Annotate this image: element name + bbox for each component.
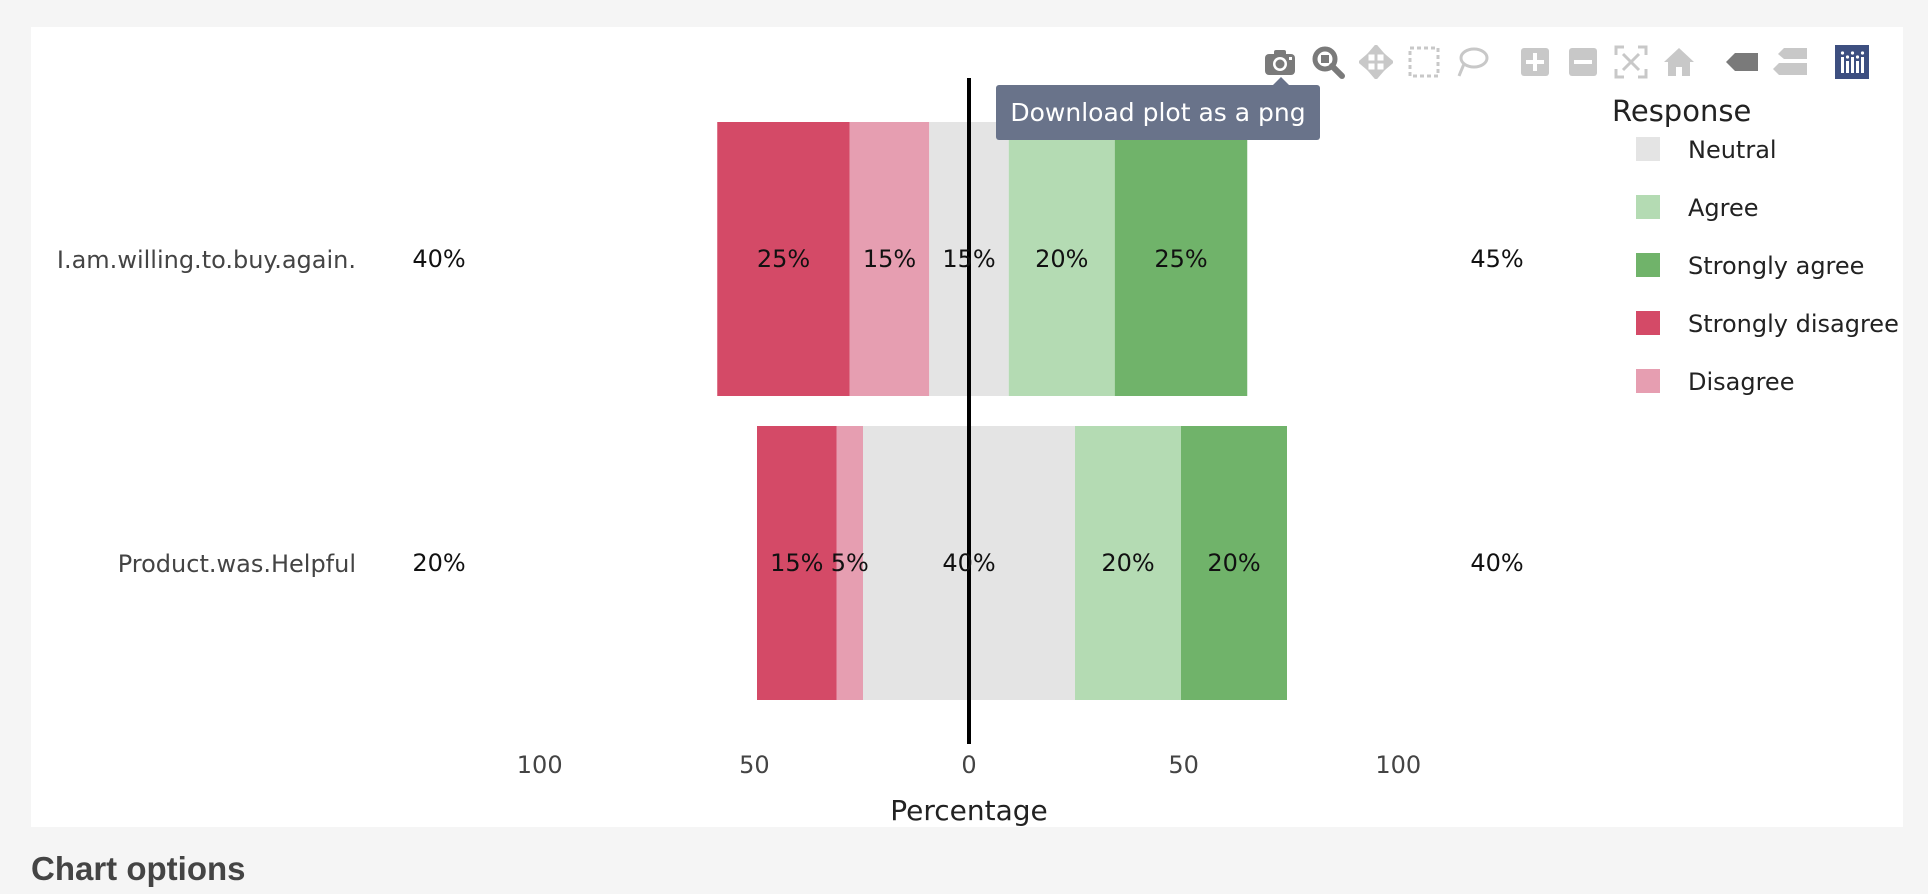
category-label: I.am.willing.to.buy.again. (57, 246, 356, 274)
legend-label: Disagree (1688, 368, 1794, 396)
box-select-icon[interactable] (1404, 42, 1444, 82)
reset-axes-icon[interactable] (1659, 42, 1699, 82)
bar-disagree-row-1[interactable] (849, 122, 930, 396)
bar-data-label: 20% (1101, 549, 1154, 577)
x-tick-label: 100 (517, 751, 563, 779)
bar-strongly-disagree-row-2[interactable] (757, 426, 837, 700)
bar-data-label: 5% (831, 549, 869, 577)
chart-options-heading: Chart options (31, 850, 246, 887)
legend-item-neutral[interactable]: Neutral (1636, 136, 1777, 164)
category-label: Product.was.Helpful (118, 550, 356, 578)
x-tick-label: 50 (739, 751, 770, 779)
legend-swatch (1636, 311, 1660, 335)
zoom-out-icon[interactable] (1563, 42, 1603, 82)
bar-strongly-disagree-row-1[interactable] (717, 122, 850, 396)
bar-agree-row-1[interactable] (1008, 122, 1115, 396)
legend-swatch (1636, 137, 1660, 161)
x-tick-label: 0 (961, 751, 976, 779)
pan-icon[interactable] (1356, 42, 1396, 82)
bar-data-label: 20% (1207, 549, 1260, 577)
x-tick-label: 50 (1168, 751, 1199, 779)
bar-data-label: 20% (1035, 245, 1088, 273)
legend-label: Neutral (1688, 136, 1777, 164)
bar-agree-row-2[interactable] (1075, 426, 1181, 700)
legend-swatch (1636, 195, 1660, 219)
plotly-logo-icon[interactable] (1832, 42, 1872, 82)
bar-data-label: 25% (757, 245, 810, 273)
legend-swatch (1636, 369, 1660, 393)
zoom-in-icon[interactable] (1515, 42, 1555, 82)
x-axis-title: Percentage (890, 794, 1048, 827)
legend-item-strongly-disagree[interactable]: Strongly disagree (1636, 310, 1899, 338)
legend-swatch (1636, 253, 1660, 277)
right-total-label: 45% (1470, 245, 1523, 273)
bar-strongly-agree-row-1[interactable] (1114, 122, 1248, 396)
left-total-label: 20% (412, 549, 465, 577)
tooltip-arrow (1272, 77, 1290, 86)
hover-closest-icon[interactable] (1722, 42, 1762, 82)
left-total-label: 40% (412, 245, 465, 273)
legend-item-disagree[interactable]: Disagree (1636, 368, 1794, 396)
legend-item-agree[interactable]: Agree (1636, 194, 1759, 222)
legend-label: Strongly agree (1688, 252, 1864, 280)
bar-data-label: 40% (942, 549, 995, 577)
autoscale-icon[interactable] (1611, 42, 1651, 82)
bar-data-label: 15% (770, 549, 823, 577)
legend-label: Agree (1688, 194, 1759, 222)
camera-icon[interactable] (1260, 42, 1300, 82)
x-tick-label: 100 (1375, 751, 1421, 779)
download-tooltip: Download plot as a png (996, 85, 1320, 140)
lasso-icon[interactable] (1452, 42, 1492, 82)
bar-strongly-agree-row-2[interactable] (1181, 426, 1287, 700)
bar-data-label: 15% (863, 245, 916, 273)
legend-title: Response (1612, 94, 1751, 128)
legend-label: Strongly disagree (1688, 310, 1899, 338)
hover-compare-icon[interactable] (1770, 42, 1810, 82)
bar-disagree-row-2[interactable] (836, 426, 864, 700)
zoom-icon[interactable] (1308, 42, 1348, 82)
legend-item-strongly-agree[interactable]: Strongly agree (1636, 252, 1864, 280)
bar-data-label: 15% (942, 245, 995, 273)
right-total-label: 40% (1470, 549, 1523, 577)
bar-data-label: 25% (1154, 245, 1207, 273)
